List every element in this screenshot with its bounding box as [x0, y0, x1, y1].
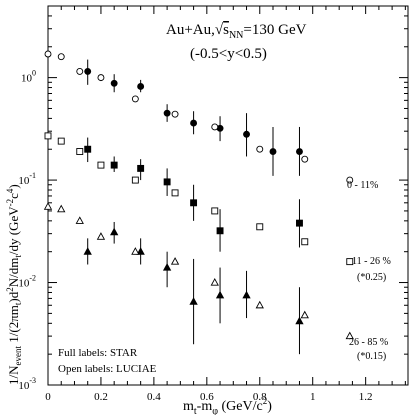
- series-label-11-26-scale: (*0.25): [357, 272, 386, 283]
- y-tick-label: 100: [21, 69, 36, 85]
- x-tick-label: 0: [45, 391, 51, 403]
- open-square-point: [171, 189, 179, 197]
- open-triangle-point: [96, 232, 106, 240]
- filled-triangle-point: [189, 297, 198, 305]
- filled-triangle-point: [110, 227, 119, 236]
- open-square-point: [76, 148, 84, 155]
- open-circle-point: [301, 155, 309, 163]
- filled-circle-point: [190, 119, 198, 127]
- open-circle-point: [57, 53, 65, 61]
- open-triangle-point: [131, 247, 140, 255]
- open-circle-point: [346, 176, 354, 184]
- open-triangle-point: [57, 204, 66, 213]
- open-circle-point: [97, 74, 105, 82]
- filled-circle-point: [296, 148, 303, 155]
- data-marks: [43, 50, 354, 355]
- open-square-point: [211, 207, 219, 215]
- open-circle-point: [256, 145, 264, 153]
- open-square-point: [57, 137, 65, 145]
- legend-open-labels: Open labels: LUCIAE: [58, 363, 157, 375]
- open-square-point: [44, 132, 52, 140]
- open-square-point: [301, 238, 309, 246]
- series-label-0-11: 0 - 11%: [347, 180, 378, 191]
- x-tick-label: 0.8: [253, 391, 267, 403]
- filled-triangle-point: [136, 247, 145, 255]
- filled-circle-point: [84, 67, 92, 75]
- open-triangle-point: [43, 202, 53, 210]
- filled-circle-point: [110, 79, 118, 87]
- chart-subtitle: (-0.5<y<0.5): [190, 46, 267, 62]
- filled-square-point: [137, 164, 145, 172]
- chart-title: Au+Au,√sNN=130 GeV: [166, 22, 307, 41]
- x-axis-ticks: 0 0.2 0.4 0.6 0.8 1 1.2: [45, 6, 406, 403]
- y-tick-label: 10-2: [18, 274, 36, 290]
- filled-triangle-point: [83, 247, 92, 255]
- filled-square-point: [190, 199, 198, 207]
- open-circle-point: [44, 50, 52, 58]
- filled-square-point: [110, 161, 118, 169]
- y-tick-label: 10-1: [18, 171, 36, 187]
- x-tick-label: 1: [310, 391, 316, 403]
- x-tick-label: 0.4: [147, 391, 161, 403]
- open-triangle-point: [170, 257, 180, 265]
- y-axis-ticks: 10-3 10-2 10-1 100: [18, 5, 408, 392]
- open-square-point: [256, 223, 264, 231]
- x-tick-label: 0.6: [200, 391, 214, 403]
- filled-triangle-point: [215, 290, 225, 299]
- series-label-26-85: 26 - 85 %: [349, 337, 388, 348]
- legend-full-labels: Full labels: STAR: [58, 347, 138, 359]
- filled-triangle-point: [242, 290, 251, 299]
- open-square-point: [131, 176, 139, 184]
- open-circle-point: [211, 123, 219, 131]
- filled-square-point: [84, 145, 92, 153]
- open-circle-point: [171, 110, 179, 118]
- open-triangle-point: [210, 278, 219, 286]
- open-circle-point: [131, 95, 139, 103]
- open-triangle-point: [345, 331, 354, 340]
- y-tick-label: 10-3: [18, 376, 36, 392]
- x-axis-label: mt-mφ (GeV/c2): [183, 396, 272, 415]
- filled-square-point: [296, 219, 303, 227]
- filled-triangle-point: [162, 263, 172, 271]
- x-tick-label: 0.2: [94, 391, 108, 403]
- filled-circle-point: [269, 148, 277, 155]
- open-square-point: [97, 161, 105, 169]
- open-triangle-point: [255, 300, 264, 309]
- x-tick-label: 1.2: [359, 391, 373, 403]
- open-triangle-point: [300, 310, 309, 319]
- open-triangle-point: [75, 216, 84, 224]
- y-axis-label: 1/Nevent 1/(2πmt)d2N/dmt/dy (GeV-2c4): [5, 184, 23, 385]
- series-label-11-26: 11 - 26 %: [352, 256, 391, 267]
- open-circle-point: [76, 67, 84, 75]
- filled-square-point: [216, 227, 224, 235]
- filled-circle-point: [137, 82, 145, 90]
- filled-circle-point: [243, 130, 250, 138]
- filled-circle-point: [163, 109, 171, 117]
- filled-square-point: [163, 178, 171, 186]
- filled-triangle-point: [295, 316, 304, 325]
- open-square-point: [346, 258, 354, 266]
- series-label-26-85-scale: (*0.15): [357, 351, 386, 362]
